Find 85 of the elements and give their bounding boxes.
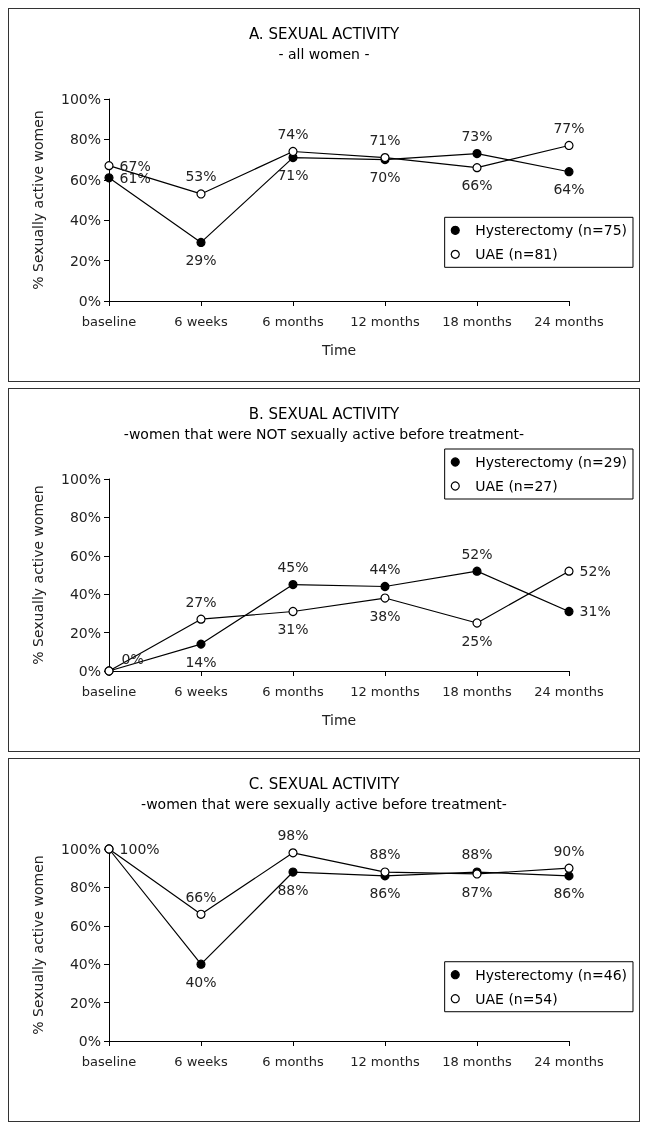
x-tick-label: 24 months [534,1054,605,1069]
x-tick-label: 6 weeks [174,314,228,329]
x-tick-label: 12 months [350,314,421,329]
data-label: 98% [277,827,309,844]
x-tick-label: 18 months [442,1054,513,1069]
data-label: 52% [461,545,493,562]
y-tick-label: 60% [69,547,101,564]
data-label: 88% [369,846,401,863]
y-tick-label: 20% [69,252,101,269]
y-tick-label: 20% [69,994,101,1011]
data-label: 64% [553,181,585,198]
legend-label: UAE (n=54) [475,990,558,1007]
x-tick-label: baseline [81,1054,137,1069]
x-tick-label: 18 months [442,314,513,329]
chart-subtitle: -women that were NOT sexually active before treatment- [123,426,525,442]
data-label: 52% [579,563,611,580]
y-tick-label: 100% [60,471,101,487]
x-tick-label: 12 months [350,684,421,699]
y-axis-title: % Sexually active women [30,110,46,290]
y-tick-label: 0% [78,663,101,679]
x-tick-label: 24 months [534,314,605,329]
y-tick-label: 80% [69,131,101,148]
data-label: 71% [369,131,401,148]
data-label: 53% [185,168,217,185]
legend-label: Hysterectomy (n=29) [475,454,628,470]
chart-title: C. SEXUAL ACTIVITY [248,774,401,793]
data-label: 86% [553,885,585,902]
data-label: 14% [185,653,217,670]
chart-subtitle: -women that were sexually active before treatment- [141,796,507,812]
data-label: 44% [369,560,401,577]
legend-label: Hysterectomy (n=75) [475,222,628,239]
data-label: 25% [461,632,493,649]
data-label: 74% [277,125,309,142]
data-label: 40% [185,973,217,990]
data-label: 27% [185,593,217,610]
data-label: 100% [119,841,160,857]
y-tick-label: 80% [69,509,101,526]
y-tick-label: 20% [69,624,101,641]
y-tick-label: 40% [69,956,101,973]
data-label: 88% [277,881,309,898]
x-tick-label: baseline [81,684,137,699]
x-axis-title: Time [320,712,357,728]
legend-label: UAE (n=27) [475,478,558,494]
y-axis-title: % Sexually active women [30,485,46,665]
data-label: 87% [461,883,493,900]
x-tick-label: 18 months [442,684,513,699]
data-label: 88% [461,846,493,863]
y-tick-label: 60% [69,917,101,934]
data-label: 45% [277,559,309,575]
data-label: 73% [461,127,493,144]
y-tick-label: 0% [78,1033,101,1049]
legend-label: UAE (n=81) [475,246,558,263]
y-tick-label: 100% [60,91,101,107]
x-tick-label: 12 months [350,1054,421,1069]
y-tick-label: 100% [60,841,101,857]
chart-subtitle: - all women - [278,46,370,62]
y-tick-label: 0% [78,293,101,309]
y-tick-label: 80% [69,879,101,896]
data-label: 31% [277,621,309,638]
x-tick-label: 6 months [262,314,324,329]
chart-title: B. SEXUAL ACTIVITY [248,404,401,423]
data-label: 38% [369,607,401,624]
x-tick-label: 6 weeks [174,1054,228,1069]
x-tick-label: 24 months [534,684,605,699]
data-label: 90% [553,842,585,859]
data-label: 66% [185,888,217,905]
data-label: 70% [369,169,401,186]
x-tick-label: 6 months [262,1054,324,1069]
x-tick-label: baseline [81,314,137,329]
x-tick-label: 6 months [262,684,324,699]
data-label: 31% [579,603,611,620]
x-axis-title: Time [320,342,357,358]
y-tick-label: 60% [69,171,101,188]
x-tick-label: 6 weeks [174,684,228,699]
data-label: 66% [461,177,493,194]
data-label: 67% [119,157,151,174]
data-label: 77% [553,119,585,136]
y-axis-title: % Sexually active women [30,855,46,1035]
data-label: 71% [277,167,309,184]
chart-title: A. SEXUAL ACTIVITY [248,24,400,43]
y-tick-label: 40% [69,586,101,603]
data-label: 86% [369,885,401,902]
legend-label: Hysterectomy (n=46) [475,966,628,983]
data-label: 29% [185,252,217,269]
y-tick-label: 40% [69,212,101,229]
